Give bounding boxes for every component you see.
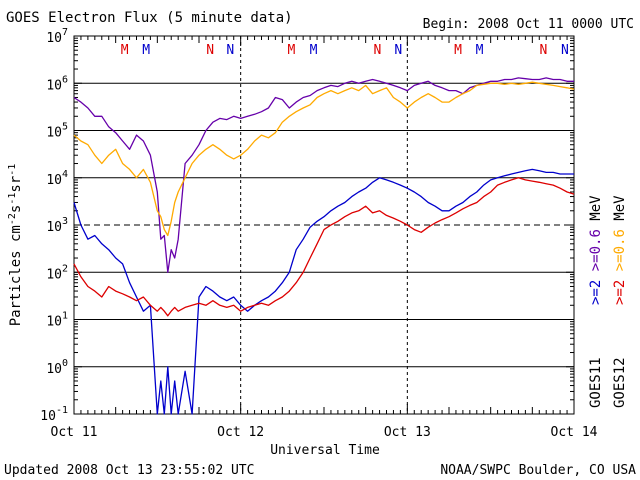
y-tick-label-exp: 2: [62, 263, 68, 274]
legend-entry-0: >=2 >=0.6 MeV: [588, 195, 604, 305]
y-tick-label-base: 10: [46, 173, 62, 188]
x-tick-label-3: Oct 14: [551, 425, 598, 440]
y-axis-label-part-1: -2: [7, 213, 18, 225]
orbit-marker-1: M: [142, 43, 150, 58]
orbit-marker-6: N: [374, 43, 382, 58]
y-tick-label-base: 10: [46, 315, 62, 330]
orbit-marker-9: M: [476, 43, 484, 58]
legend-part-1-1: >=0.6: [612, 229, 628, 280]
series-line-0: [73, 77, 574, 273]
orbit-marker-5: M: [310, 43, 318, 58]
y-tick-label-base: 10: [46, 126, 62, 141]
legend-part-1-2: MeV: [612, 195, 628, 229]
y-tick-label-exp: 3: [62, 216, 68, 227]
x-tick-label-2: Oct 13: [384, 425, 431, 440]
y-tick-label-6: 105: [46, 122, 68, 141]
y-tick-label-4: 103: [46, 216, 68, 235]
series-lines: [73, 77, 575, 415]
x-axis-ticks: Oct 11 Oct 12 Oct 13 Oct 14: [51, 36, 598, 440]
series-line-2: [73, 168, 574, 415]
y-axis-label-part-2: s: [8, 205, 24, 213]
orbit-marker-0: M: [121, 43, 129, 58]
begin-label: Begin: 2008 Oct 11 0000 UTC: [423, 17, 634, 32]
y-tick-label-2: 101: [46, 311, 68, 330]
legend-part-0-2: MeV: [588, 195, 604, 229]
series-line-1: [73, 81, 575, 237]
y-tick-label-exp: -1: [56, 405, 68, 416]
orbit-marker-7: N: [394, 43, 402, 58]
x-axis-label: Universal Time: [270, 443, 380, 458]
y-tick-label-8: 107: [46, 27, 68, 46]
legend-part-0-0: >=2: [588, 280, 604, 305]
legend-satellite-1: GOES12: [612, 357, 628, 408]
y-tick-label-base: 10: [46, 362, 62, 377]
y-axis-label-part-5: -1: [7, 164, 18, 176]
y-axis-label: Particles cm-2s-1sr-1: [7, 164, 24, 327]
y-tick-label-0: 10-1: [40, 405, 68, 424]
orbit-marker-2: N: [206, 43, 214, 58]
x-tick-label-1: Oct 12: [217, 425, 264, 440]
y-tick-label-exp: 5: [62, 122, 68, 133]
y-tick-label-7: 106: [46, 74, 68, 93]
series-line-3: [73, 177, 575, 317]
y-tick-label-exp: 4: [62, 169, 68, 180]
legend-entry-1: >=2 >=0.6 MeV: [612, 195, 628, 305]
y-axis-label-part-4: sr: [8, 176, 24, 193]
footer-updated: Updated 2008 Oct 13 23:55:02 UTC: [4, 463, 254, 478]
orbit-marker-11: N: [561, 43, 569, 58]
orbit-marker-4: M: [287, 43, 295, 58]
y-tick-label-5: 104: [46, 169, 68, 188]
orbit-marker-8: M: [454, 43, 462, 58]
orbit-marker-3: N: [226, 43, 234, 58]
legend-part-0-1: >=0.6: [588, 229, 604, 280]
y-axis-label-part-3: -1: [7, 193, 18, 205]
y-tick-label-exp: 6: [62, 74, 68, 85]
y-tick-label-exp: 1: [62, 311, 68, 322]
y-tick-label-base: 10: [46, 267, 62, 282]
y-tick-label-exp: 0: [62, 358, 68, 369]
y-tick-label-base: 10: [46, 220, 62, 235]
y-tick-label-exp: 7: [62, 27, 68, 38]
y-tick-label-base: 10: [40, 409, 56, 424]
legend-satellite-0: GOES11: [588, 357, 604, 408]
x-tick-label-0: Oct 11: [51, 425, 98, 440]
chart-title: GOES Electron Flux (5 minute data): [6, 10, 293, 26]
footer-credit: NOAA/SWPC Boulder, CO USA: [440, 463, 636, 478]
y-tick-label-base: 10: [46, 31, 62, 46]
grid-lines: [74, 36, 574, 414]
y-tick-label-3: 102: [46, 263, 68, 282]
y-tick-label-base: 10: [46, 78, 62, 93]
y-tick-label-1: 100: [46, 358, 68, 377]
orbit-marker-10: N: [540, 43, 548, 58]
legend-part-1-0: >=2: [612, 280, 628, 305]
y-axis-label-part-0: Particles cm: [8, 225, 24, 326]
